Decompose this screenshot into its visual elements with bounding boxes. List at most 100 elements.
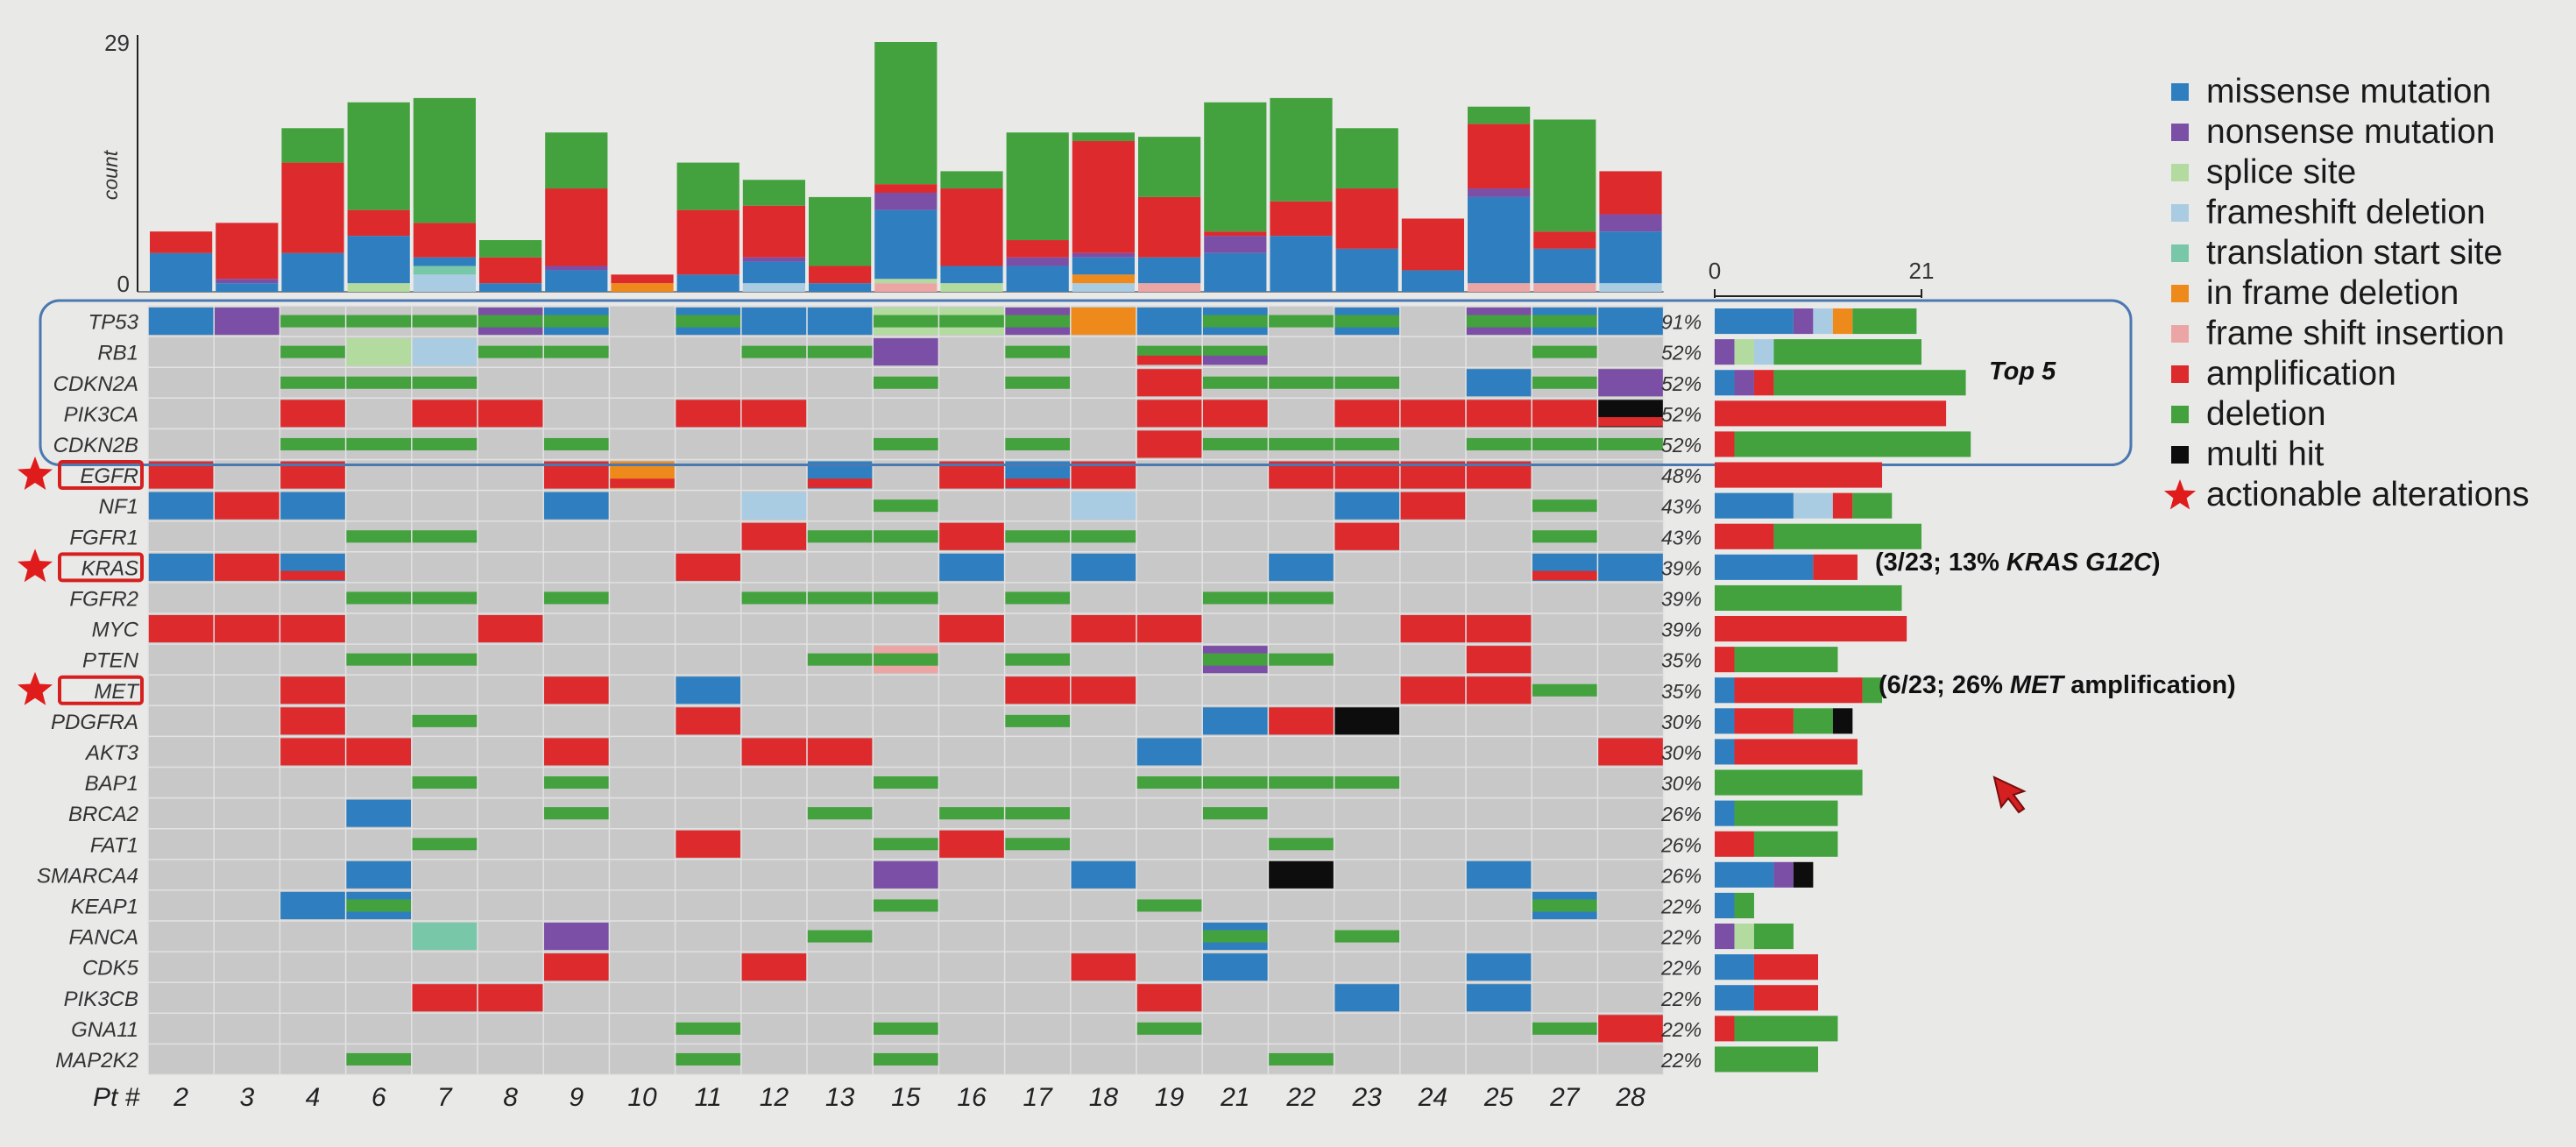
- side-bar-segment-amp: [1715, 462, 1883, 488]
- cell-amp: [478, 400, 544, 428]
- legend-swatch: [2171, 325, 2189, 343]
- gene-percentage: 30%: [1661, 772, 1702, 795]
- legend-swatch: [2171, 83, 2189, 101]
- gene-label: PIK3CA: [64, 403, 138, 427]
- actionable-gene-box: [58, 675, 144, 705]
- top-bar-segment-del: [479, 240, 542, 258]
- cell-amp: [1334, 522, 1400, 550]
- cell-del: [873, 437, 939, 450]
- cell-amp: [1597, 738, 1664, 766]
- actionable-star-icon: [18, 671, 53, 705]
- cell-del: [1532, 376, 1598, 389]
- cell-del: [1202, 591, 1269, 605]
- cell-del: [1136, 776, 1203, 789]
- top-bar-segment-amp: [742, 205, 805, 258]
- cell-del: [345, 315, 412, 328]
- gene-label: PTEN: [82, 649, 139, 673]
- cell-del: [1004, 838, 1071, 851]
- cell-nonsense: [873, 860, 939, 889]
- side-bar-segment-amp: [1715, 1016, 1735, 1042]
- top-bar-segment-missense: [545, 270, 608, 292]
- cell-del: [1532, 315, 1598, 328]
- top-bar-segment-amp: [545, 188, 608, 266]
- side-bar-segment-del: [1862, 677, 1883, 704]
- gene-label: FGFR2: [69, 587, 138, 611]
- cell-amp: [1136, 400, 1203, 428]
- cell-nonsense: [1202, 355, 1269, 365]
- top-bar-segment-del: [809, 196, 872, 266]
- patient-label: 22: [1285, 1083, 1316, 1112]
- cell-del: [1004, 653, 1071, 666]
- top-bar-segment-missense: [1335, 248, 1398, 292]
- cell-missense: [148, 553, 215, 581]
- gene-label: TP53: [88, 311, 139, 335]
- patient-label: 19: [1155, 1083, 1185, 1112]
- cell-missense: [1466, 953, 1532, 981]
- cell-amp: [1070, 615, 1136, 643]
- patient-label: 24: [1418, 1083, 1447, 1112]
- top-bar-segment-fsins: [874, 283, 938, 292]
- gene-percentage: 43%: [1661, 526, 1702, 549]
- top-bar-segment-missense: [1138, 257, 1201, 284]
- legend-label: in frame deletion: [2206, 274, 2459, 312]
- patient-label: 28: [1615, 1083, 1645, 1112]
- cell-del: [1334, 315, 1400, 328]
- cell-missense: [1466, 369, 1532, 397]
- side-bar-segment-splice: [1734, 339, 1754, 365]
- cell-del: [478, 315, 544, 328]
- gene-label: FGFR1: [69, 526, 138, 549]
- gene-percentage: 26%: [1660, 864, 1702, 887]
- top-bar-segment-amp: [676, 209, 740, 275]
- gene-percentage: 22%: [1660, 895, 1702, 917]
- cell-del: [1334, 930, 1400, 943]
- cell-del: [807, 345, 874, 358]
- cell-del: [1268, 591, 1334, 605]
- top-bar-segment-nonsense: [1006, 257, 1069, 266]
- cell-missense: [1597, 553, 1664, 581]
- gene-label: KEAP1: [71, 895, 138, 918]
- cell-amp: [675, 707, 741, 735]
- gene-percentage: 35%: [1661, 649, 1702, 672]
- cell-amp: [345, 738, 412, 766]
- cell-del: [675, 315, 741, 328]
- cell-del: [543, 591, 610, 605]
- met-annotation: (6/23; 26% MET amplification): [1879, 671, 2236, 700]
- cell-amp: [543, 676, 610, 704]
- side-bar-segment-del: [1734, 431, 1971, 457]
- top-bar-segment-amp: [347, 209, 410, 237]
- top-bar-segment-fsins: [1468, 283, 1531, 292]
- gene-label: BAP1: [85, 772, 138, 796]
- cell-del: [1268, 776, 1334, 789]
- gene-percentage: 52%: [1661, 403, 1702, 426]
- cell-amp: [1597, 1015, 1664, 1043]
- top-bar-segment-del: [1204, 102, 1267, 232]
- cell-missense: [1070, 553, 1136, 581]
- cell-amp: [1070, 676, 1136, 704]
- cell-amp: [740, 522, 807, 550]
- top-bar-segment-missense: [1468, 196, 1531, 284]
- side-bar-segment-amp: [1734, 677, 1863, 704]
- cell-del: [345, 899, 412, 912]
- top-bar-segment-nonsense: [545, 266, 608, 271]
- cell-missense: [807, 308, 874, 336]
- side-bar-segment-missense: [1715, 370, 1735, 396]
- legend-swatch: [2171, 285, 2189, 302]
- cell-missense: [1136, 308, 1203, 336]
- cell-missense: [1466, 984, 1532, 1012]
- cell-del: [345, 591, 412, 605]
- cell-del: [411, 530, 478, 543]
- side-bar-segment-del: [1852, 308, 1917, 335]
- cell-del: [1070, 530, 1136, 543]
- top-bar-segment-amp: [1533, 231, 1596, 249]
- legend-label: multi hit: [2206, 435, 2325, 473]
- top-bar-segment-missense: [216, 283, 279, 292]
- patient-label: 11: [695, 1083, 722, 1112]
- top-bar-segment-splice: [347, 283, 410, 292]
- top-bar-segment-splice: [940, 283, 1003, 292]
- cell-del: [543, 807, 610, 820]
- cell-amp: [1399, 400, 1466, 428]
- side-bar-segment-fsdel: [1813, 308, 1833, 335]
- gene-percentage: 48%: [1661, 464, 1702, 487]
- cell-del: [873, 315, 939, 328]
